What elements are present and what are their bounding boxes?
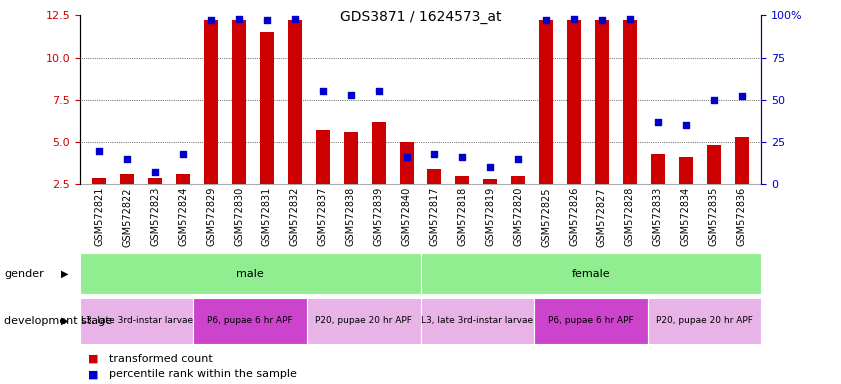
Bar — [651, 154, 664, 184]
Point — [399, 154, 413, 161]
Bar — [372, 122, 386, 184]
Point — [679, 122, 692, 128]
Bar — [288, 20, 302, 184]
Text: P20, pupae 20 hr APF: P20, pupae 20 hr APF — [315, 316, 412, 325]
Bar — [80, 298, 193, 344]
Bar — [420, 253, 761, 294]
Bar — [193, 298, 307, 344]
Text: development stage: development stage — [4, 316, 113, 326]
Point — [595, 17, 609, 23]
Text: ■: ■ — [88, 354, 98, 364]
Text: transformed count: transformed count — [109, 354, 213, 364]
Bar — [232, 20, 246, 184]
Text: ▶: ▶ — [61, 316, 68, 326]
Point — [372, 88, 385, 94]
Text: percentile rank within the sample: percentile rank within the sample — [109, 369, 297, 379]
Bar — [80, 253, 420, 294]
Point — [260, 17, 273, 23]
Bar — [148, 177, 162, 184]
Text: L3, late 3rd-instar larvae: L3, late 3rd-instar larvae — [81, 316, 193, 325]
Point — [316, 88, 330, 94]
Bar — [204, 20, 218, 184]
Text: GDS3871 / 1624573_at: GDS3871 / 1624573_at — [340, 10, 501, 23]
Point — [288, 16, 302, 22]
Bar — [177, 174, 190, 184]
Bar — [344, 132, 357, 184]
Point — [232, 16, 246, 22]
Text: L3, late 3rd-instar larvae: L3, late 3rd-instar larvae — [421, 316, 533, 325]
Bar — [679, 157, 693, 184]
Point — [511, 156, 525, 162]
Bar — [595, 20, 609, 184]
Bar — [534, 298, 648, 344]
Bar — [307, 298, 420, 344]
Bar — [734, 137, 748, 184]
Text: female: female — [572, 268, 610, 279]
Text: male: male — [236, 268, 264, 279]
Bar — [623, 20, 637, 184]
Bar — [511, 176, 525, 184]
Point — [177, 151, 190, 157]
Point — [428, 151, 442, 157]
Point — [623, 16, 637, 22]
Point — [344, 92, 357, 98]
Point — [456, 154, 469, 161]
Bar — [316, 130, 330, 184]
Bar — [539, 20, 553, 184]
Bar — [420, 298, 534, 344]
Bar — [427, 169, 442, 184]
Point — [149, 169, 162, 175]
Bar — [455, 176, 469, 184]
Bar — [120, 174, 135, 184]
Bar — [484, 179, 497, 184]
Bar — [260, 32, 274, 184]
Text: P6, pupae 6 hr APF: P6, pupae 6 hr APF — [208, 316, 293, 325]
Text: P20, pupae 20 hr APF: P20, pupae 20 hr APF — [656, 316, 753, 325]
Point — [93, 147, 106, 154]
Point — [484, 164, 497, 170]
Point — [651, 119, 664, 125]
Point — [539, 17, 553, 23]
Bar — [399, 142, 414, 184]
Point — [568, 16, 581, 22]
Bar — [567, 20, 581, 184]
Text: ■: ■ — [88, 369, 98, 379]
Text: P6, pupae 6 hr APF: P6, pupae 6 hr APF — [548, 316, 633, 325]
Point — [735, 93, 748, 99]
Bar — [648, 298, 761, 344]
Bar — [706, 146, 721, 184]
Text: ▶: ▶ — [61, 268, 68, 279]
Point — [707, 97, 721, 103]
Point — [204, 17, 218, 23]
Point — [120, 156, 134, 162]
Bar — [93, 177, 107, 184]
Text: gender: gender — [4, 268, 44, 279]
